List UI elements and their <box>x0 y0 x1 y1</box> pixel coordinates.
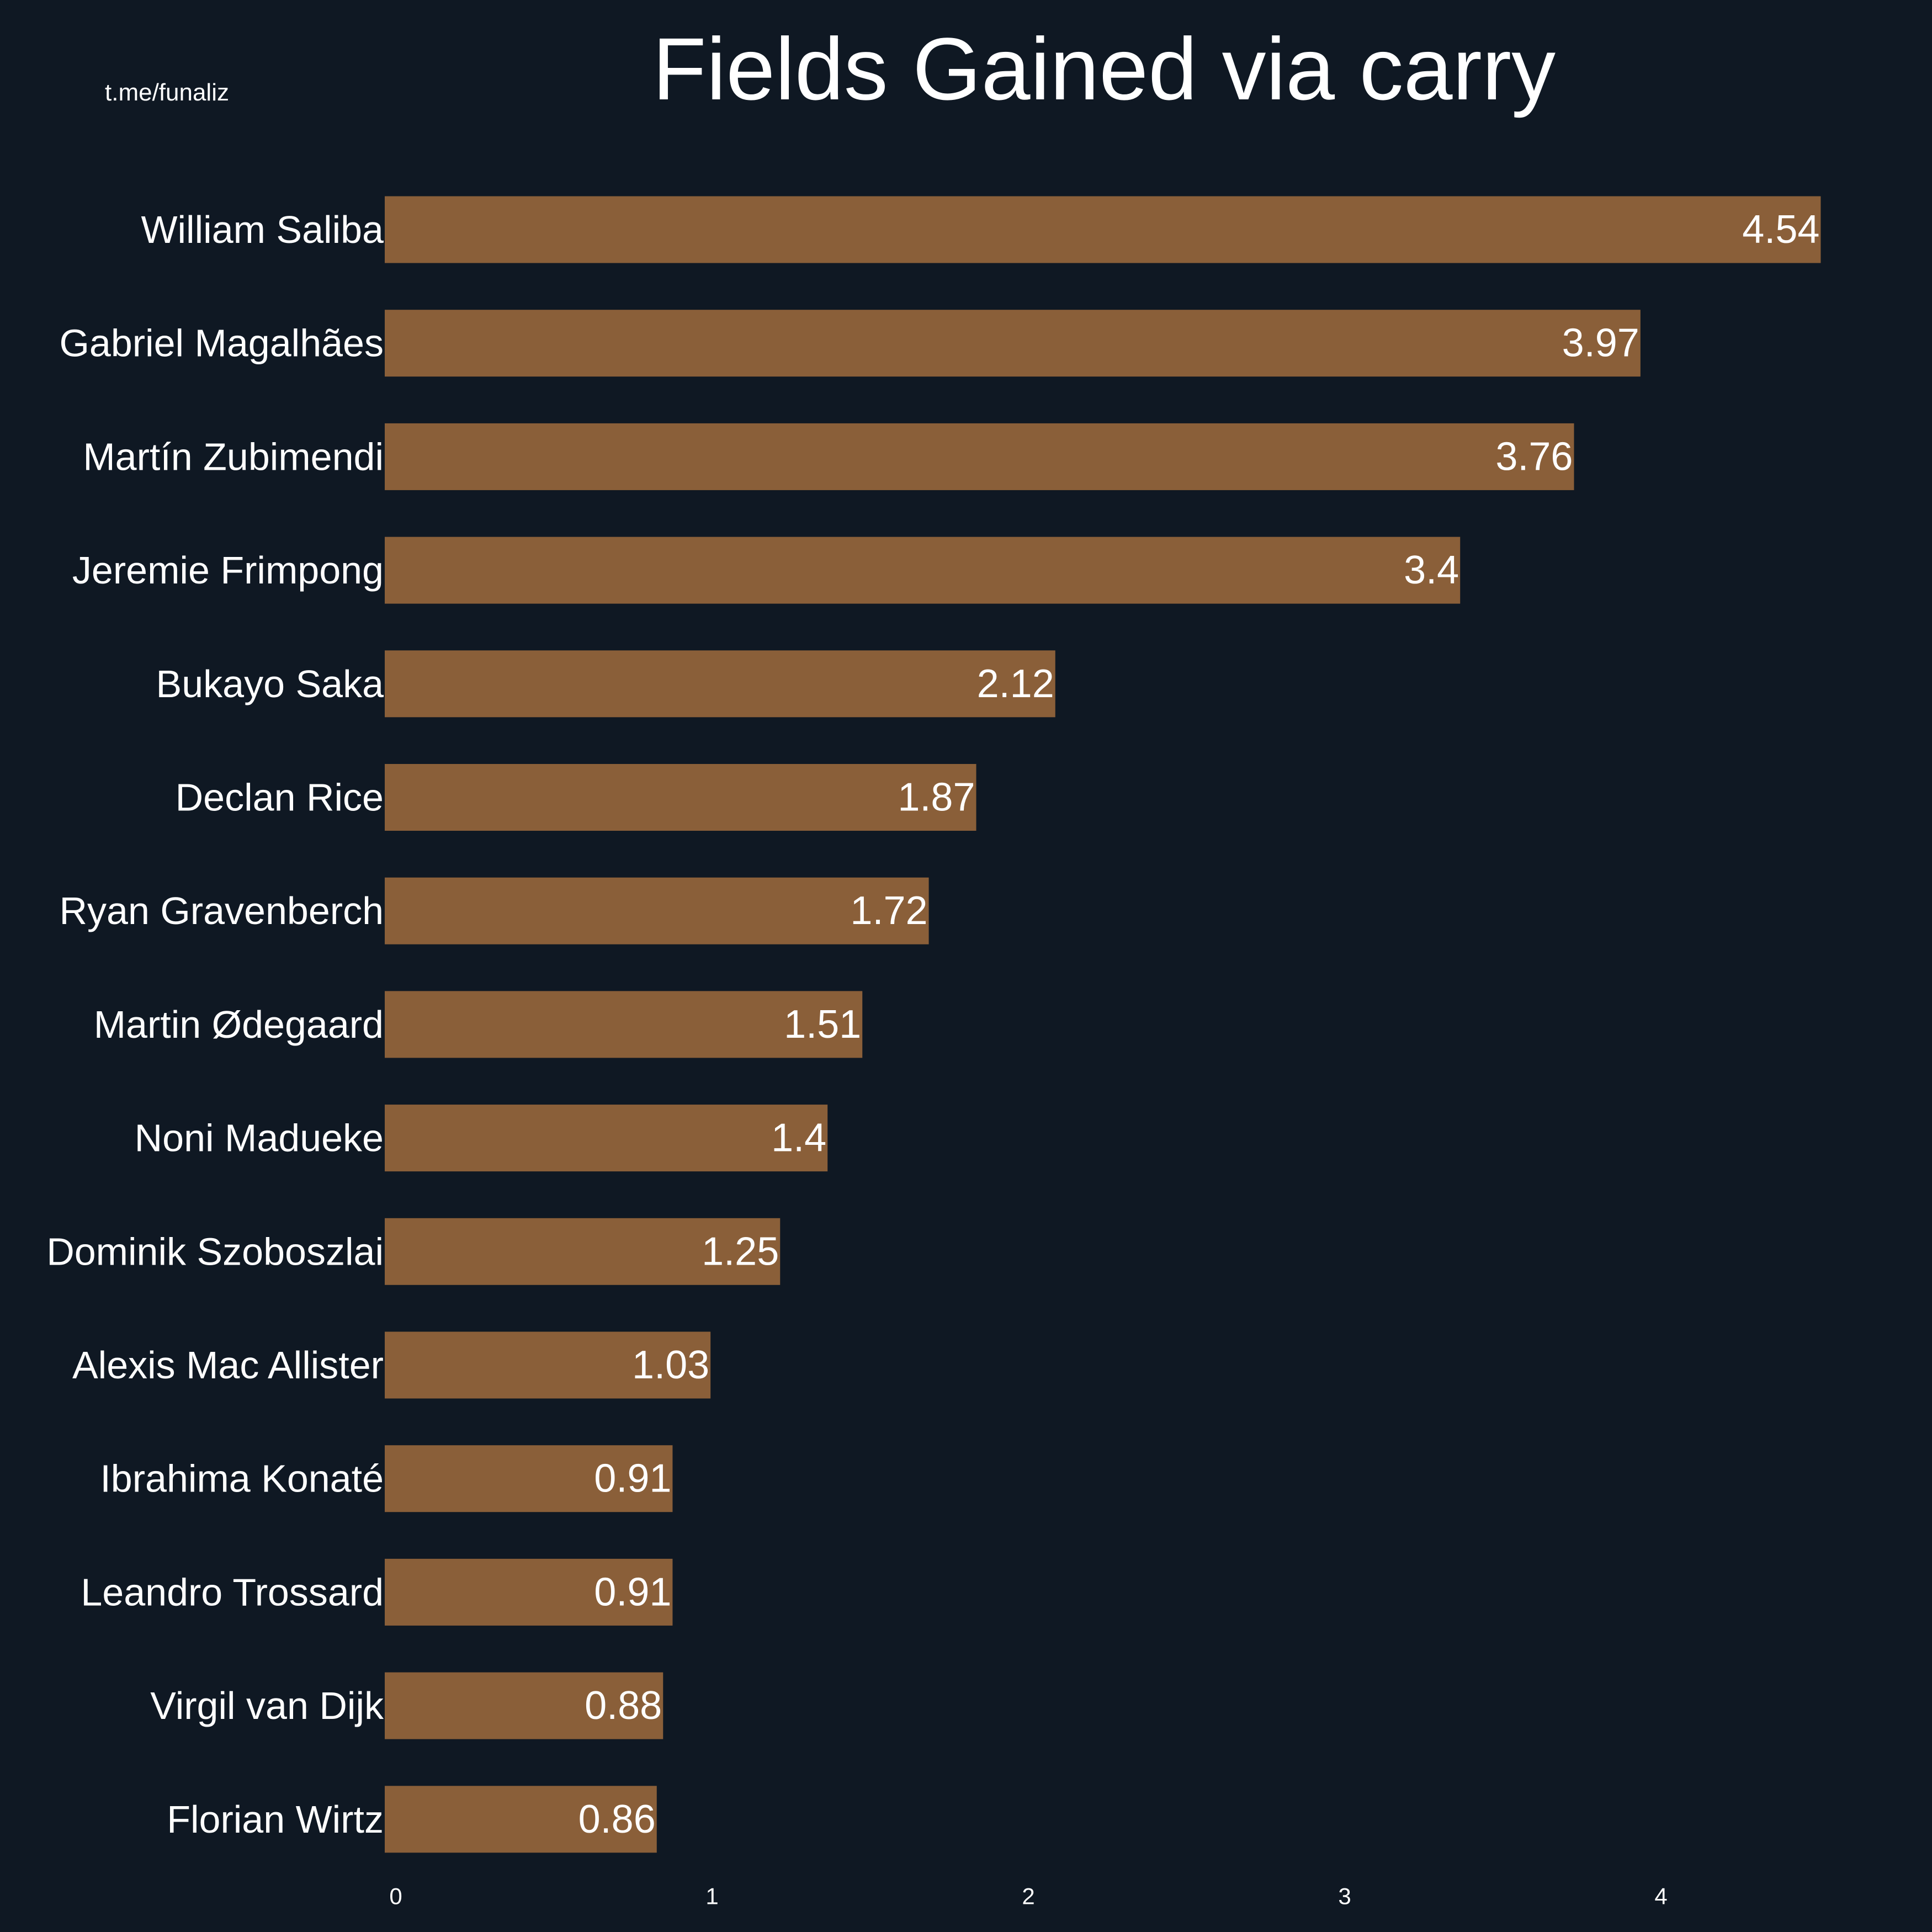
x-tick-label: 4 <box>1654 1883 1667 1909</box>
value-label: 0.91 <box>594 1457 671 1501</box>
value-labels-group: 4.54 3.97 3.76 3.4 2.12 1.87 1.72 1.51 1.4 1.25 1.… <box>578 208 1820 1841</box>
value-label: 1.4 <box>771 1116 826 1160</box>
bar <box>385 1105 828 1172</box>
category-label: Virgil van Dijk <box>150 1684 384 1727</box>
bar <box>385 1672 664 1739</box>
category-labels-group: William Saliba Gabriel Magalhães Martín Zu… <box>46 208 384 1841</box>
x-tick-label: 3 <box>1338 1883 1351 1909</box>
category-label: Noni Madueke <box>135 1117 384 1160</box>
value-label: 1.25 <box>702 1229 779 1273</box>
bar <box>385 877 929 944</box>
category-label: Declan Rice <box>176 776 384 819</box>
bar <box>385 1218 781 1285</box>
bars-group <box>385 196 1821 1853</box>
x-tick-label: 2 <box>1022 1883 1034 1909</box>
category-label: Ryan Gravenberch <box>59 889 384 932</box>
category-label: Martín Zubimendi <box>83 435 384 478</box>
value-label: 3.97 <box>1562 321 1639 365</box>
bar <box>385 310 1641 377</box>
value-label: 3.76 <box>1495 434 1573 479</box>
watermark-text: t.me/funaliz <box>105 79 229 106</box>
bar <box>385 650 1055 718</box>
value-label: 2.12 <box>977 662 1054 706</box>
x-axis-ticks-group: 0 1 2 3 4 <box>389 1883 1667 1909</box>
category-label: Alexis Mac Allister <box>72 1344 384 1387</box>
value-label: 1.87 <box>898 776 975 820</box>
value-label: 3.4 <box>1404 548 1459 592</box>
value-label: 1.51 <box>784 1002 861 1047</box>
category-label: Martin Ødegaard <box>94 1003 384 1046</box>
value-label: 4.54 <box>1742 208 1819 252</box>
x-tick-label: 0 <box>389 1883 402 1909</box>
category-label: William Saliba <box>141 208 384 251</box>
x-tick-label: 1 <box>705 1883 718 1909</box>
category-label: Gabriel Magalhães <box>59 322 384 365</box>
value-label: 1.72 <box>850 889 927 933</box>
category-label: Jeremie Frimpong <box>72 549 384 592</box>
bar <box>385 991 863 1058</box>
bar <box>385 1786 657 1853</box>
category-label: Leandro Trossard <box>81 1570 384 1613</box>
bar <box>385 537 1461 604</box>
value-label: 0.91 <box>594 1570 671 1614</box>
bar <box>385 423 1574 490</box>
category-label: Bukayo Saka <box>156 662 384 705</box>
category-label: Ibrahima Konaté <box>100 1457 384 1500</box>
chart-title: Fields Gained via carry <box>652 19 1556 118</box>
bar <box>385 1558 673 1626</box>
value-label: 1.03 <box>632 1343 709 1387</box>
category-label: Dominik Szoboszlai <box>46 1230 384 1273</box>
bar <box>385 1445 673 1512</box>
value-label: 0.86 <box>578 1797 656 1841</box>
category-label: Florian Wirtz <box>167 1798 384 1841</box>
bar <box>385 764 976 831</box>
value-label: 0.88 <box>585 1684 662 1728</box>
bar <box>385 196 1821 263</box>
bar <box>385 1331 711 1399</box>
